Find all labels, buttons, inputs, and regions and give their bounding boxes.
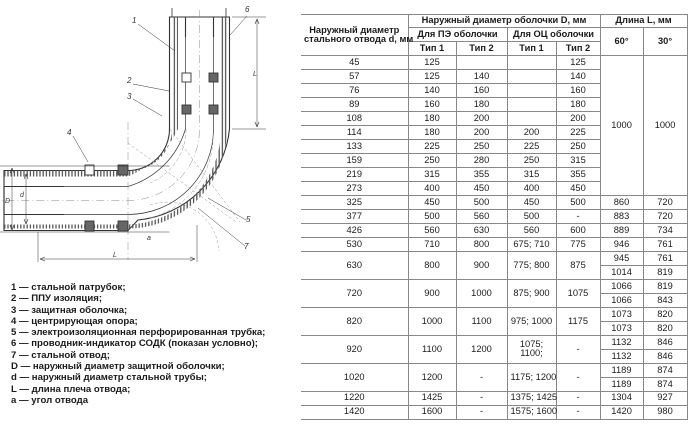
svg-text:L: L	[113, 252, 117, 259]
svg-text:L: L	[253, 71, 257, 78]
svg-text:3: 3	[127, 92, 132, 101]
svg-text:4: 4	[67, 128, 72, 137]
svg-text:7: 7	[244, 242, 249, 251]
svg-text:2: 2	[126, 76, 132, 85]
svg-text:5: 5	[246, 215, 251, 224]
svg-text:D: D	[5, 198, 10, 205]
svg-text:1: 1	[132, 16, 136, 25]
svg-text:6: 6	[245, 5, 250, 14]
svg-text:a: a	[147, 235, 151, 242]
